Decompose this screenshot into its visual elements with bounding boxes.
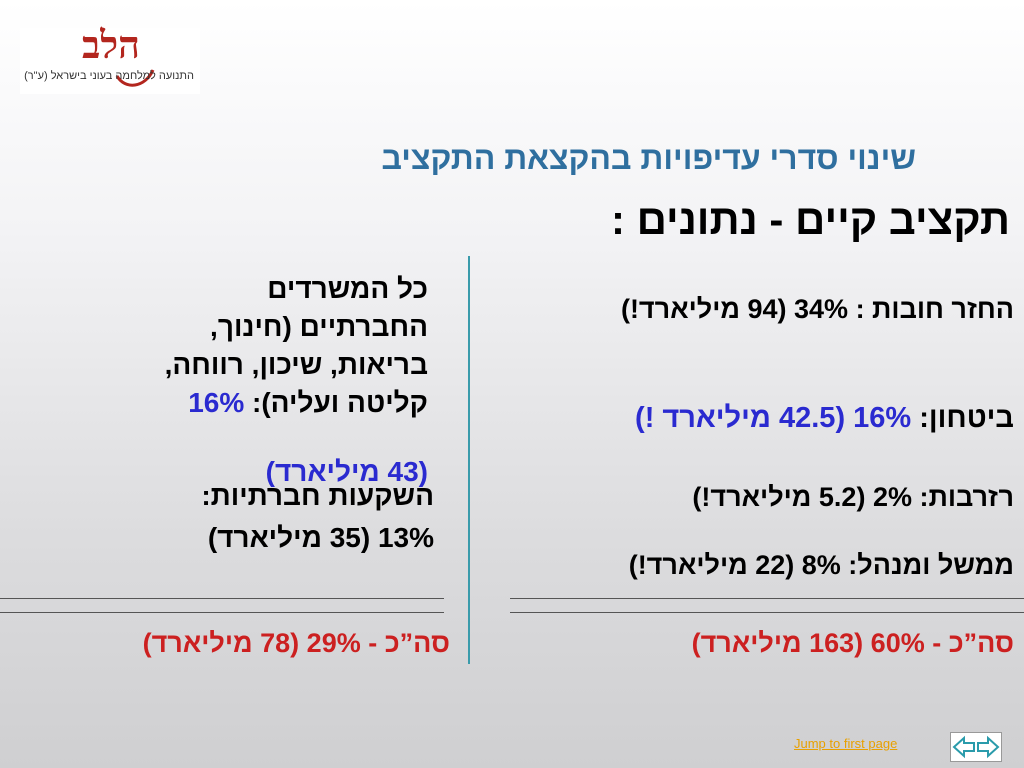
security-label: ביטחון: <box>911 402 1014 434</box>
right-total: סה”כ - 60% (163 מיליארד) <box>691 628 1014 658</box>
jump-to-first-page-link[interactable]: Jump to first page <box>794 736 898 751</box>
logo-tagline: התנועה למלחמה בעוני בישראל (ע"ר) <box>24 70 194 82</box>
social-line: קליטה ועליה): 16% <box>165 384 428 422</box>
social-last-prefix: קליטה ועליה): <box>244 387 428 418</box>
debt-line: החזר חובות : 34% (94 מיליארד!) <box>620 294 1014 324</box>
security-value: 16% (42.5 מיליארד !) <box>635 402 912 434</box>
social-amount: (43 מיליארד) <box>265 456 428 487</box>
navigation-arrows-icon[interactable] <box>950 732 1002 762</box>
page-subtitle: תקציב קיים - נתונים : <box>610 196 1010 243</box>
social-percent: 16% <box>188 387 245 418</box>
logo: הלב התנועה למלחמה בעוני בישראל (ע"ר) <box>20 22 200 94</box>
divider-line <box>510 598 1024 599</box>
page-title: שינוי סדרי עדיפויות בהקצאת התקציב <box>381 140 916 176</box>
reserves-line: רזרבות: 2% (5.2 מיליארד!) <box>692 482 1014 512</box>
social-block: כל המשרדים החברתיים (חינוך, בריאות, שיכו… <box>165 270 428 422</box>
logo-swoosh-icon <box>115 69 155 87</box>
corp-label: השקעות חברתיות: <box>201 480 434 511</box>
social-line: בריאות, שיכון, רווחה, <box>164 349 428 380</box>
corp-value: 13% (35 מיליארד) <box>207 522 434 553</box>
logo-mark: הלב <box>82 22 140 67</box>
divider-line <box>0 598 444 599</box>
social-line: כל המשרדים <box>267 273 428 304</box>
left-total: סה”כ - 29% (78 מיליארד) <box>142 628 450 658</box>
divider-line <box>510 612 1024 613</box>
security-line: ביטחון: 16% (42.5 מיליארד !) <box>635 402 1014 435</box>
divider-line <box>0 612 444 613</box>
government-line: ממשל ומנהל: 8% (22 מיליארד!) <box>628 550 1014 580</box>
column-divider <box>468 256 470 664</box>
social-line: החברתיים (חינוך, <box>210 311 428 342</box>
